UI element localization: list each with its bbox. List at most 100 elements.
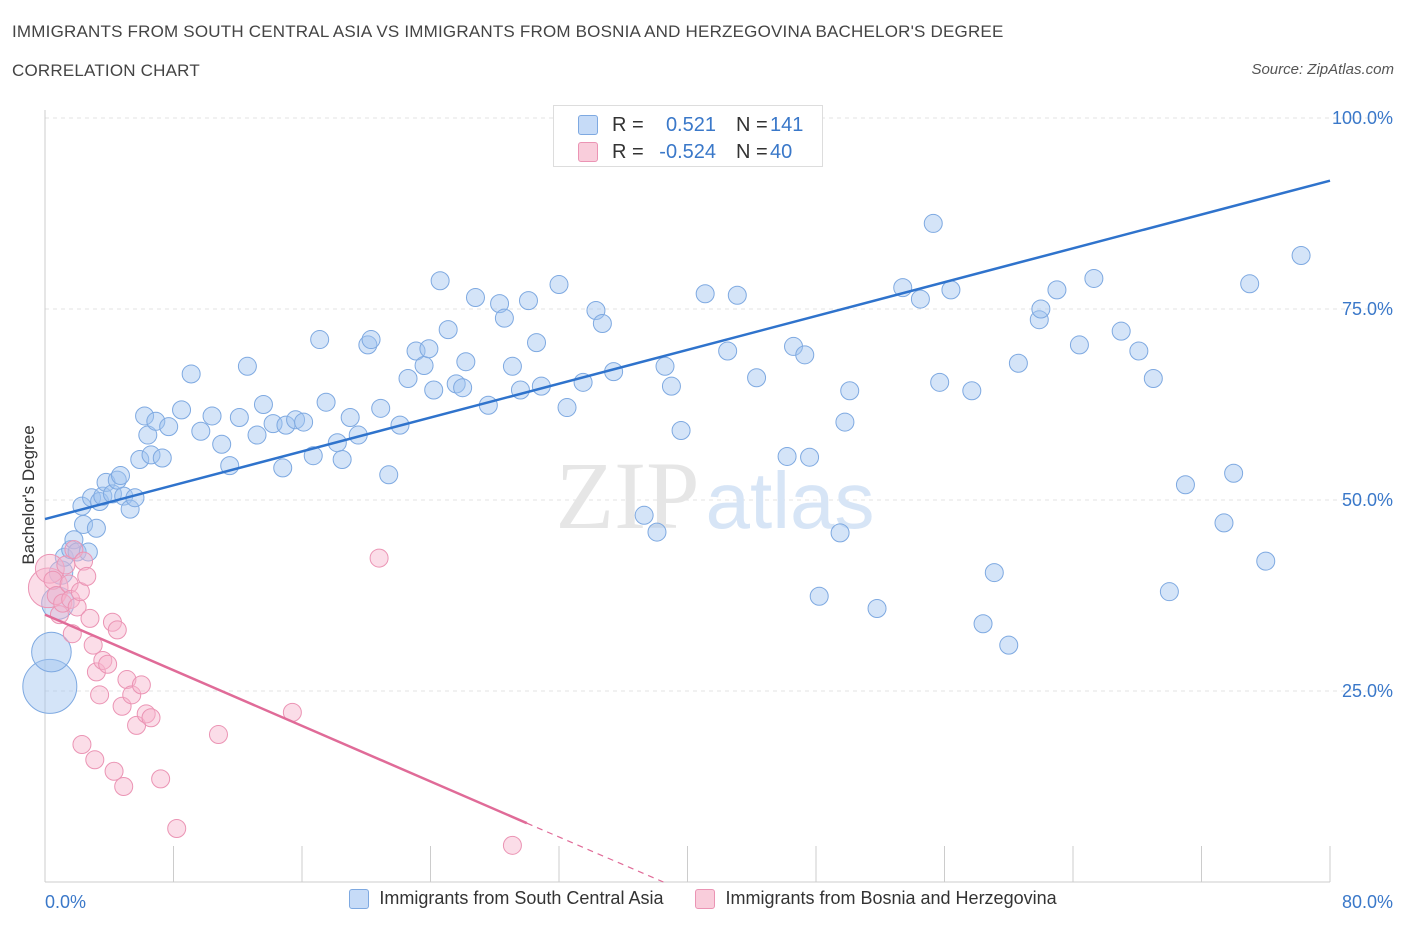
legend-item-bosnia[interactable]: Immigrants from Bosnia and Herzegovina [695, 888, 1057, 909]
data-point [46, 586, 66, 605]
data-point [135, 406, 155, 426]
data-point [208, 725, 228, 745]
data-point [1129, 341, 1149, 361]
data-point [1143, 369, 1163, 389]
data-point [518, 291, 538, 311]
x-ticks [44, 846, 1331, 882]
data-point [661, 376, 681, 396]
data-point [358, 335, 378, 355]
data-point [130, 450, 150, 470]
data-point [340, 407, 360, 427]
data-point [247, 425, 267, 445]
x-tick-label-min: 0.0% [45, 892, 86, 912]
data-point [253, 395, 273, 414]
data-point [167, 819, 187, 839]
legend-n-value: 40 [770, 140, 793, 163]
data-point [465, 288, 485, 308]
data-point [80, 608, 100, 628]
data-point [962, 381, 982, 401]
data-point [999, 635, 1019, 655]
data-point [1111, 321, 1131, 341]
legend-row-bosnia: R = -0.524 N = 40 [578, 139, 792, 165]
series-bosnia-points [27, 540, 522, 855]
data-point [930, 372, 950, 392]
data-point [85, 750, 105, 770]
legend-n-label: N = [736, 140, 768, 163]
data-point [181, 364, 201, 384]
data-point [830, 523, 850, 543]
trend-line-bosnia [44, 613, 528, 825]
data-point [1031, 299, 1051, 319]
chart-title-line-1: IMMIGRANTS FROM SOUTH CENTRAL ASIA VS IM… [12, 22, 1004, 41]
data-point [117, 670, 137, 690]
y-axis-label: Bachelor's Degree [19, 425, 38, 564]
data-point [77, 566, 97, 586]
data-point [527, 333, 547, 353]
data-point [191, 421, 211, 441]
data-point [67, 542, 87, 562]
data-point [229, 407, 249, 427]
data-point [809, 586, 829, 606]
data-point [419, 339, 439, 359]
legend-swatch-blue [578, 115, 598, 135]
data-point [453, 378, 473, 398]
data-point [64, 530, 84, 550]
data-point [1214, 513, 1234, 533]
data-point [840, 381, 860, 401]
data-point [414, 356, 434, 376]
data-point [727, 285, 747, 305]
correlation-legend: R = 0.521 N = 141 R = -0.524 N = 40 [553, 105, 823, 167]
data-point [592, 314, 612, 334]
data-point [923, 213, 943, 233]
data-point [1291, 246, 1311, 266]
data-point [1008, 353, 1028, 373]
trend-line-bosnia-extension [526, 822, 664, 883]
data-point [557, 398, 577, 418]
y-tick-label-75: 75.0% [1342, 299, 1393, 319]
legend-label-bosnia: Immigrants from Bosnia and Herzegovina [725, 888, 1057, 908]
data-point [1224, 463, 1244, 483]
data-point [212, 434, 232, 454]
data-point [303, 446, 323, 466]
data-point [107, 620, 127, 640]
data-point [835, 412, 855, 432]
data-point [120, 499, 140, 519]
data-point [1175, 475, 1195, 495]
data-point [494, 308, 514, 328]
data-point [114, 777, 134, 796]
data-point [74, 514, 94, 534]
data-point [152, 448, 172, 468]
data-point [1084, 268, 1104, 288]
y-tick-label-50: 50.0% [1342, 490, 1393, 510]
legend-swatch-pink [578, 142, 598, 162]
data-point [634, 505, 654, 525]
source-label: Source: ZipAtlas.com [1251, 61, 1394, 78]
legend-r-value: 0.521 [665, 113, 716, 136]
legend-label-south-central-asia: Immigrants from South Central Asia [379, 888, 664, 908]
watermark-zip: ZIP [556, 442, 700, 549]
gridlines [45, 117, 1390, 692]
series-legend: Immigrants from South Central Asia Immig… [0, 888, 1406, 909]
data-point [361, 330, 381, 350]
legend-r-value: -0.524 [659, 140, 716, 163]
data-point [316, 392, 336, 412]
series-south-central-asia-points [22, 213, 1311, 714]
legend-swatch-blue [349, 888, 370, 909]
data-point [795, 345, 815, 365]
data-point [718, 341, 738, 361]
data-point [1069, 335, 1089, 355]
data-point [122, 685, 142, 705]
data-point [456, 352, 476, 372]
legend-r-label: R = [612, 140, 644, 163]
data-point [90, 685, 110, 705]
data-point [777, 446, 797, 466]
data-point [695, 284, 715, 304]
data-point [131, 675, 151, 695]
data-point [86, 518, 106, 538]
data-point [78, 542, 98, 562]
legend-n-value: 141 [770, 113, 804, 136]
data-point [31, 631, 72, 673]
legend-item-south-central-asia[interactable]: Immigrants from South Central Asia [349, 888, 663, 909]
legend-r-label: R = [612, 113, 644, 136]
